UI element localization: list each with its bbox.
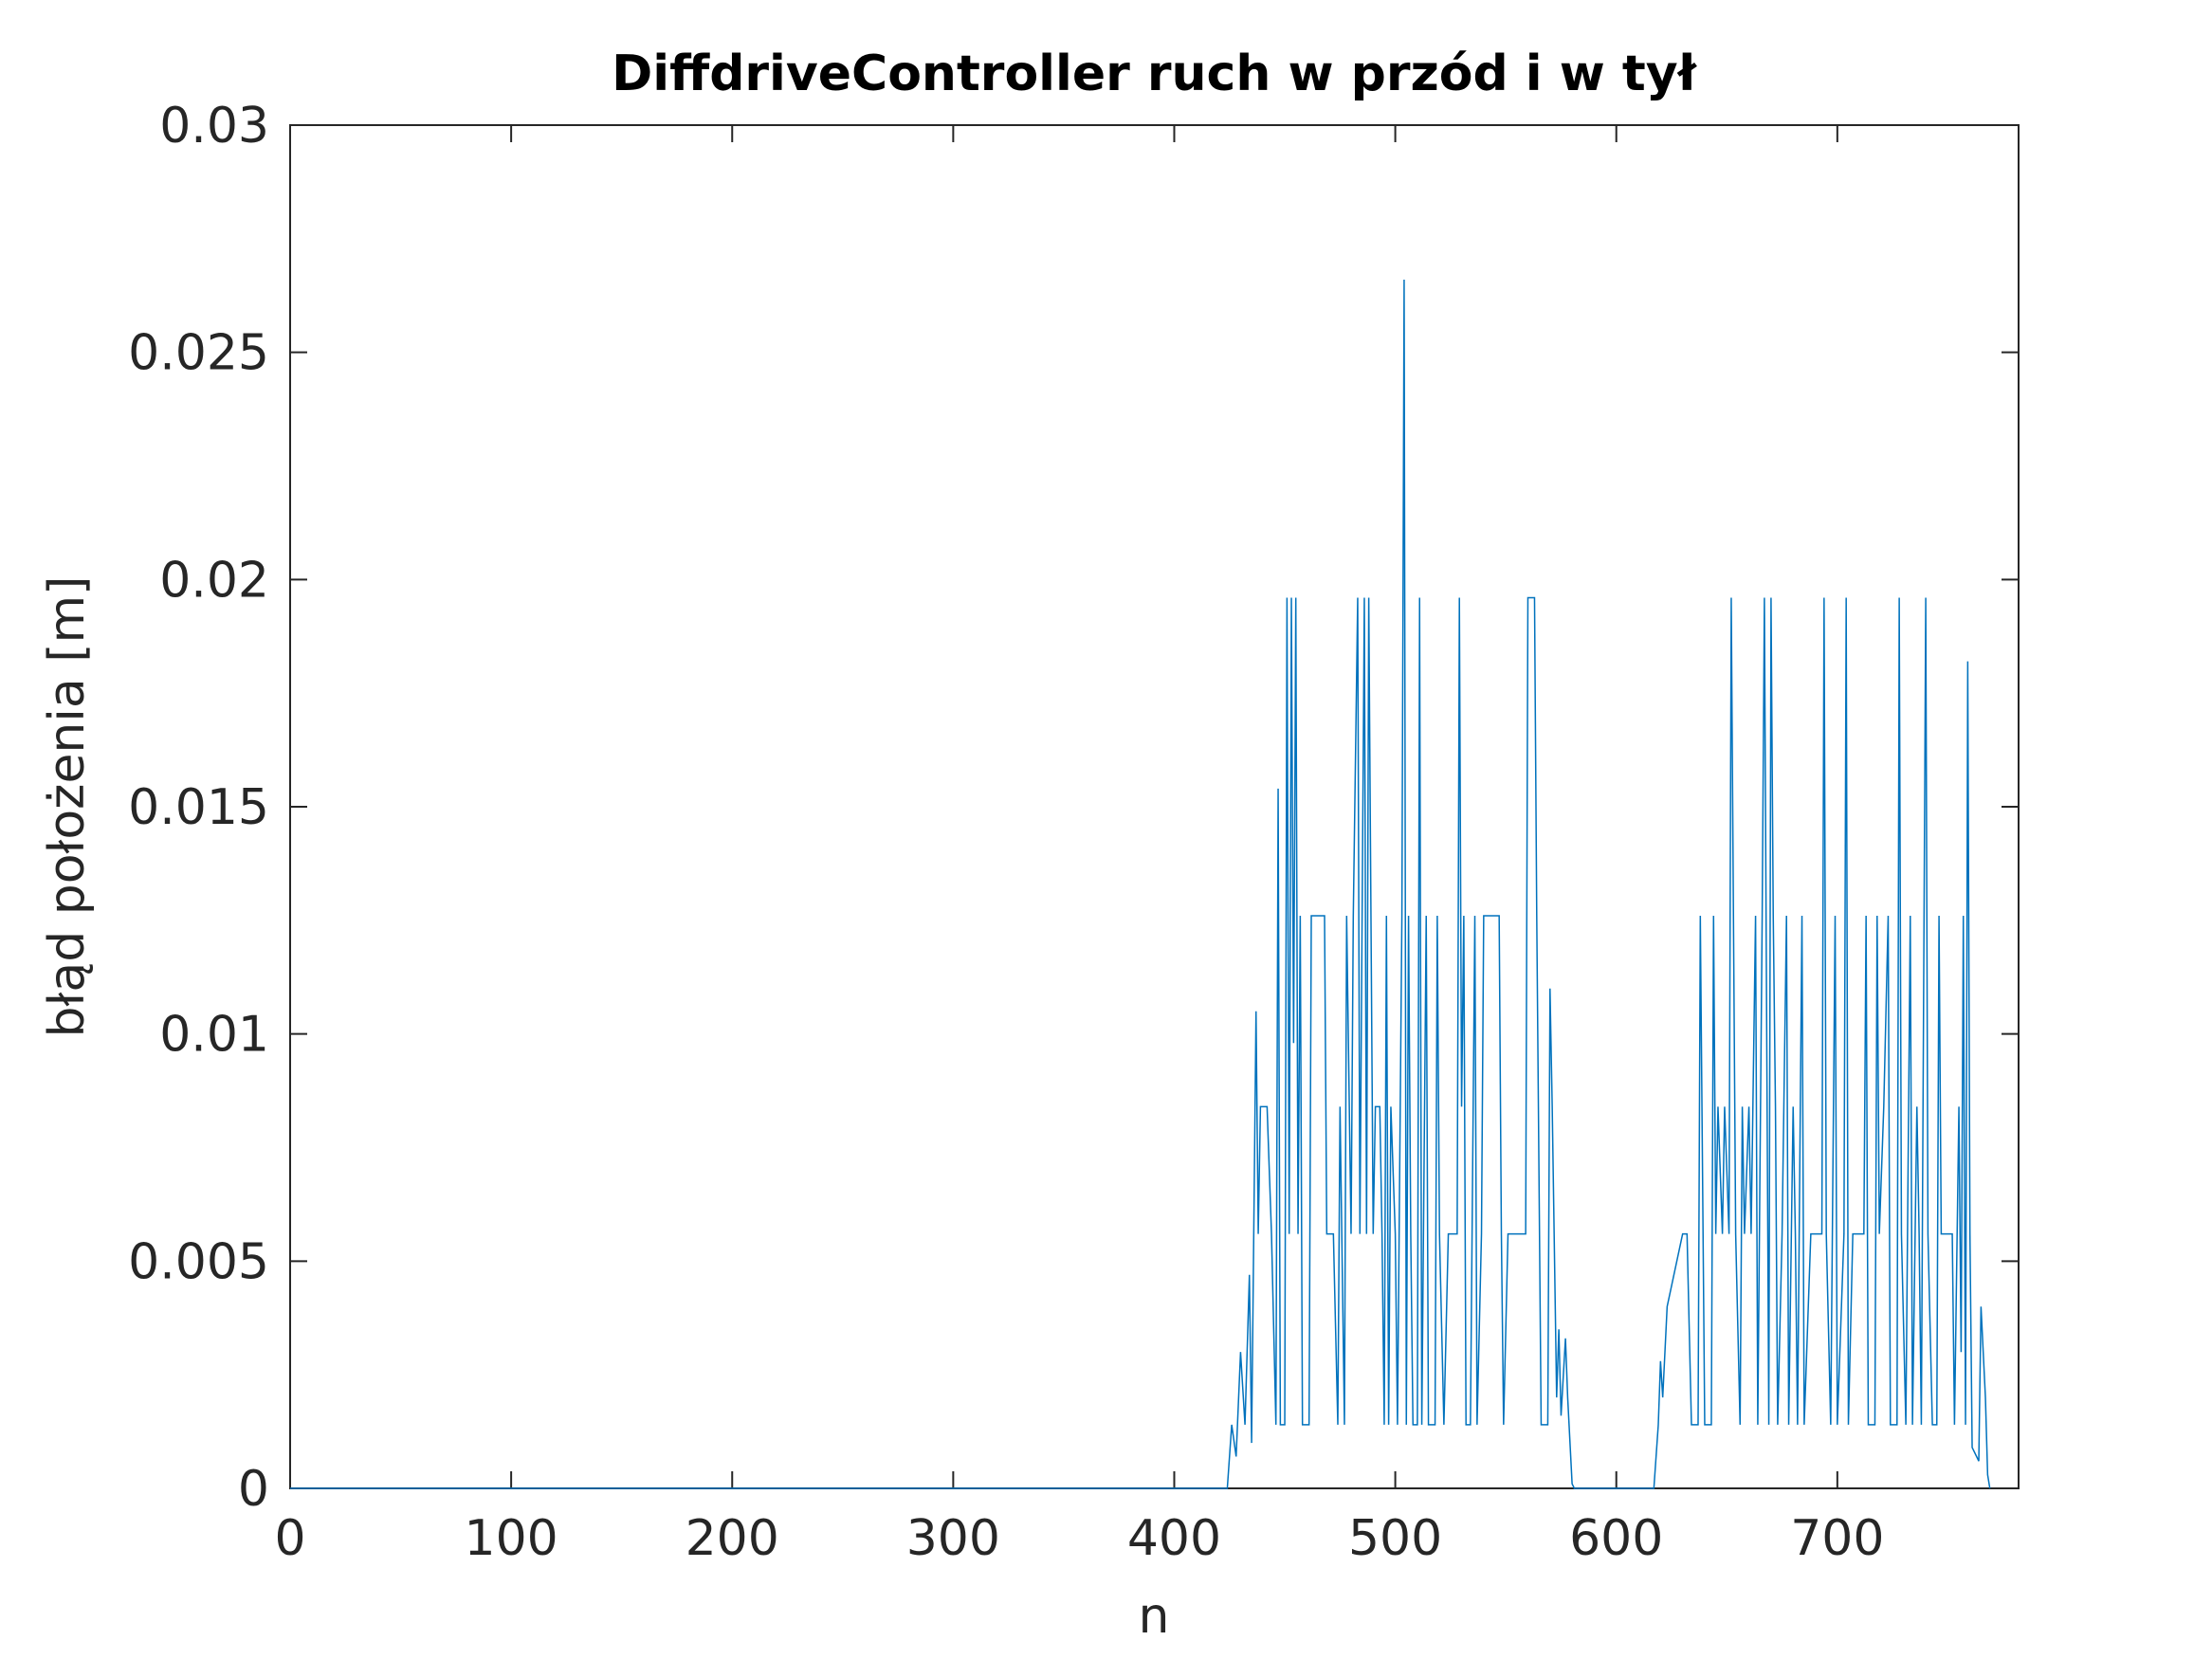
y-axis-label: błąd położenia [m]: [39, 576, 96, 1038]
data-line: [290, 279, 1991, 1489]
x-tick-label: 200: [686, 1510, 779, 1567]
x-tick-label: 100: [464, 1510, 558, 1567]
y-tick-label: 0.025: [128, 325, 269, 382]
y-tick-label: 0.03: [159, 98, 269, 155]
y-tick-label: 0.01: [159, 1007, 269, 1064]
chart-title: DiffdriveController ruch w przód i w tył: [612, 46, 1698, 102]
x-tick-label: 300: [906, 1510, 1000, 1567]
y-tick-label: 0.02: [159, 552, 269, 609]
x-tick-label: 400: [1127, 1510, 1221, 1567]
y-tick-label: 0: [238, 1461, 269, 1518]
y-tick-label: 0.015: [128, 779, 269, 836]
x-tick-label: 0: [274, 1510, 305, 1567]
x-tick-label: 600: [1569, 1510, 1663, 1567]
x-axis-label: n: [1139, 1588, 1170, 1645]
y-tick-label: 0.005: [128, 1233, 269, 1290]
x-tick-label: 500: [1348, 1510, 1442, 1567]
x-tick-label: 700: [1790, 1510, 1884, 1567]
